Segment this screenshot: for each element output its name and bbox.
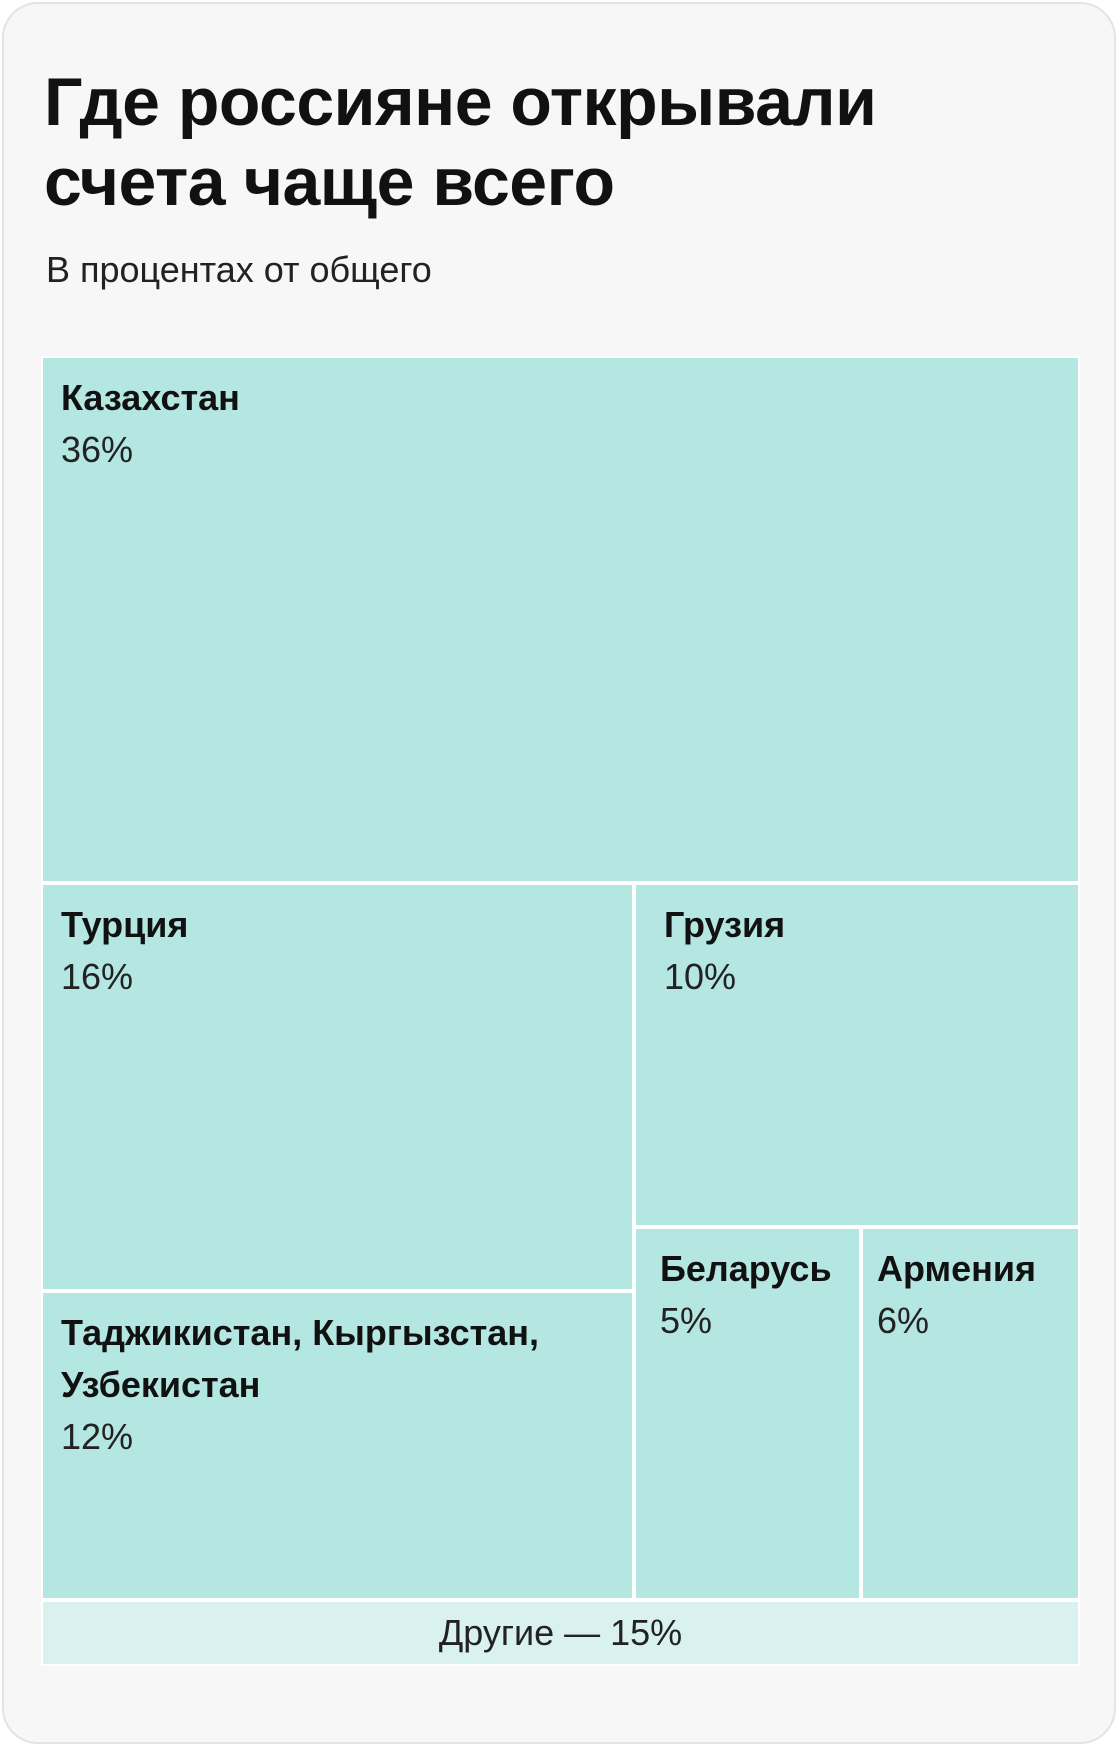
tile-value: 16% <box>61 956 134 997</box>
chart-subtitle: В процентах от общего <box>46 249 432 290</box>
chart-title: Где россияне открывали счета чаще всего <box>44 64 877 220</box>
tile-name: Турция <box>61 904 189 945</box>
tile-value: 5% <box>660 1300 713 1341</box>
tile-name: Грузия <box>664 904 786 945</box>
tile-value: 6% <box>877 1300 930 1341</box>
tile-other-label: Другие — 15% <box>438 1612 683 1653</box>
tile-value: 10% <box>664 956 737 997</box>
tile-armenia: Армения 6% <box>861 1227 1080 1600</box>
tile-name: Таджикистан, Кыргызстан, Узбекистан <box>61 1312 540 1405</box>
tile-turkey: Турция 16% <box>41 883 634 1291</box>
tile-georgia: Грузия 10% <box>634 883 1080 1227</box>
tile-other: Другие — 15% <box>41 1600 1080 1666</box>
tile-name: Казахстан <box>61 377 240 418</box>
tile-central-asia: Таджикистан, Кыргызстан, Узбекистан 12% <box>41 1291 634 1600</box>
tile-name: Армения <box>877 1248 1037 1289</box>
treemap: Казахстан 36% Турция 16% Грузия 10% Тадж… <box>41 356 1080 1666</box>
tile-value: 36% <box>61 429 134 470</box>
tile-name: Беларусь <box>660 1248 832 1289</box>
tile-value: 12% <box>61 1416 134 1457</box>
tile-kazakhstan: Казахстан 36% <box>41 356 1080 883</box>
tile-belarus: Беларусь 5% <box>634 1227 861 1600</box>
